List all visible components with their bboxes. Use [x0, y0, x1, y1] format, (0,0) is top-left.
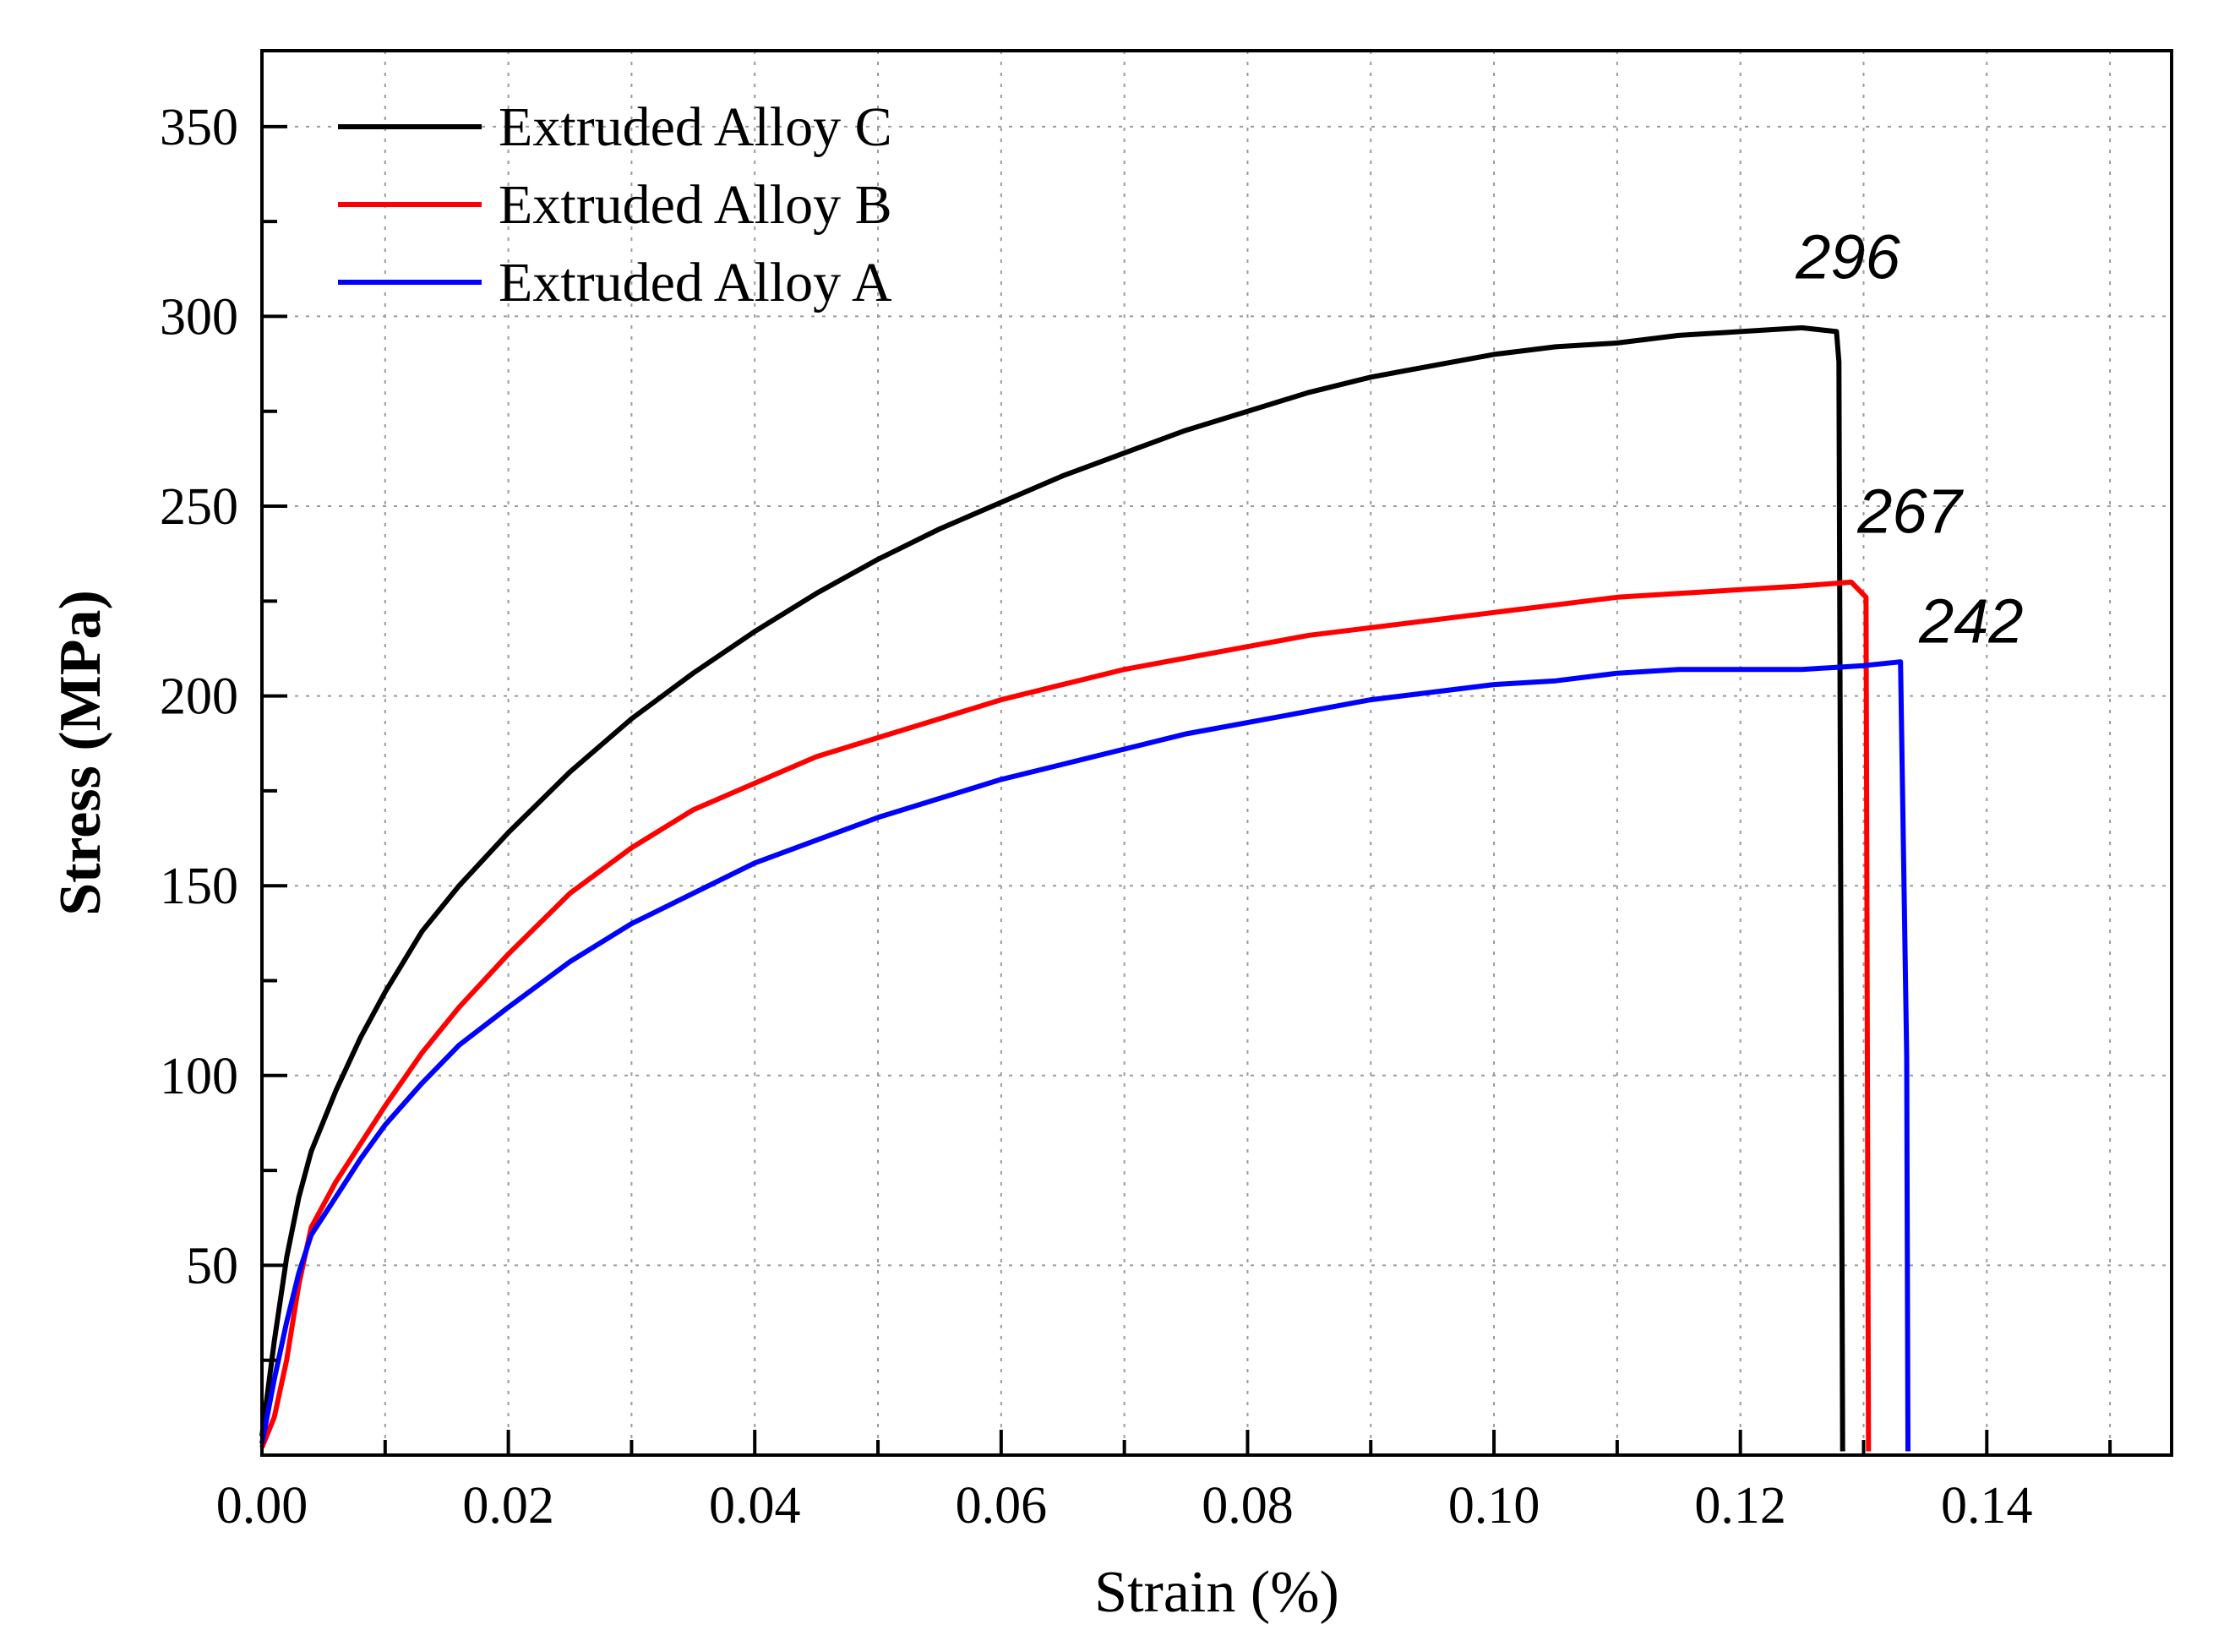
x-tick-label: 0.04 [709, 1477, 801, 1535]
axis-ticks: 0.00 0.02 0.04 0.06 0.08 0.10 0.12 0.14 50 100 150… [160, 99, 2112, 1535]
grid-lines [262, 51, 2172, 1455]
series-lines [259, 324, 1910, 1452]
series-line-extruded-alloy-a [259, 659, 1910, 1452]
x-tick-label: 0.06 [956, 1477, 1048, 1535]
x-tick-label: 0.00 [216, 1477, 308, 1535]
x-tick-label: 0.02 [462, 1477, 554, 1535]
series-line-extruded-alloy-b [259, 579, 1872, 1452]
x-tick-label: 0.10 [1448, 1477, 1540, 1535]
legend-label: Extruded Alloy B [499, 174, 892, 236]
y-tick-label: 350 [160, 99, 238, 156]
x-tick-label: 0.08 [1202, 1477, 1294, 1535]
peak-annotations: 296 267 242 [1795, 222, 2023, 657]
x-tick-label: 0.12 [1694, 1477, 1786, 1535]
y-axis-title: Stress (MPa) [48, 590, 113, 916]
legend-label: Extruded Alloy A [499, 252, 892, 313]
y-tick-label: 200 [160, 668, 238, 726]
legend: Extruded Alloy C Extruded Alloy B Extruded… [338, 96, 892, 313]
y-tick-label: 100 [160, 1048, 238, 1105]
x-tick-label: 0.14 [1941, 1477, 2033, 1535]
peak-annotation: 267 [1856, 476, 1964, 546]
y-tick-label: 50 [186, 1237, 238, 1295]
legend-label: Extruded Alloy C [499, 96, 892, 158]
peak-annotation: 242 [1918, 586, 2023, 657]
y-tick-label: 250 [160, 478, 238, 536]
plot-frame [260, 49, 2173, 1457]
series-line-extruded-alloy-c [259, 324, 1845, 1452]
y-tick-label: 300 [160, 288, 238, 346]
x-axis-title: Strain (%) [1094, 1560, 1339, 1625]
y-tick-label: 150 [160, 858, 238, 915]
peak-annotation: 296 [1795, 222, 1900, 292]
